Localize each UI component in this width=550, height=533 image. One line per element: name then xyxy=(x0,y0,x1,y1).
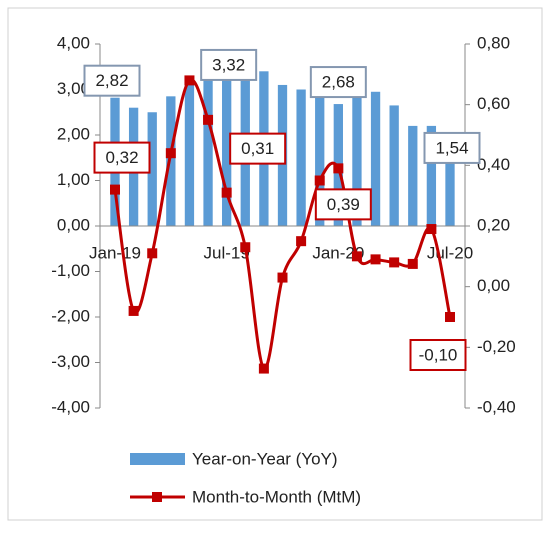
data-label-box xyxy=(229,132,287,165)
y2-tick-label: 0,40 xyxy=(477,155,510,174)
line-marker xyxy=(258,363,269,374)
legend-swatch xyxy=(152,492,162,502)
data-label-box xyxy=(83,64,141,97)
bar xyxy=(389,105,399,226)
y-tick-label: 0,00 xyxy=(57,215,90,234)
data-label-box xyxy=(409,339,467,371)
y-tick-label: -2,00 xyxy=(51,306,90,325)
data-label-box xyxy=(200,48,258,81)
data-label: 0,31 xyxy=(241,139,274,158)
line-marker xyxy=(333,163,344,174)
line-marker xyxy=(128,305,139,316)
data-label: 0,32 xyxy=(105,148,138,167)
bar xyxy=(184,80,195,227)
legend-label: Year-on-Year (YoY) xyxy=(192,449,338,468)
line-marker xyxy=(351,251,362,262)
line-marker xyxy=(203,114,214,125)
x-tick-label: Jan-20 xyxy=(312,243,364,262)
y2-tick-label: 0,80 xyxy=(477,33,510,52)
y-tick-label: 1,00 xyxy=(57,170,90,189)
y2-tick-label: -0,20 xyxy=(477,337,516,356)
data-label-box xyxy=(314,188,372,221)
y2-tick-label: 0,60 xyxy=(477,94,510,113)
bar xyxy=(315,94,325,226)
data-label-box xyxy=(423,131,481,164)
line-marker xyxy=(314,175,325,186)
y2-tick-label: -0,40 xyxy=(477,397,516,416)
line-marker xyxy=(165,148,176,159)
data-label: 0,39 xyxy=(327,195,360,214)
y-tick-label: 4,00 xyxy=(57,33,90,52)
line-marker xyxy=(296,236,307,247)
data-label: 1,54 xyxy=(435,138,468,157)
data-label-box xyxy=(93,141,151,174)
bar xyxy=(352,89,362,226)
bar xyxy=(370,91,381,227)
data-label-box xyxy=(309,66,367,99)
bar xyxy=(296,89,306,226)
legend-label: Month-to-Month (MtM) xyxy=(192,487,361,506)
x-tick-label: Jul-20 xyxy=(427,243,473,262)
bar xyxy=(147,112,157,226)
line-marker xyxy=(445,312,455,322)
data-label: 2,68 xyxy=(322,73,355,92)
line-marker xyxy=(110,184,120,195)
data-label: -0,10 xyxy=(419,345,458,364)
line-marker xyxy=(426,224,437,235)
y-tick-label: -1,00 xyxy=(51,261,90,280)
line-marker xyxy=(389,257,400,268)
data-label: 2,82 xyxy=(95,71,128,90)
bar xyxy=(426,125,437,226)
data-label: 3,32 xyxy=(212,55,245,74)
line-marker xyxy=(370,254,381,265)
x-tick-label: Jan-19 xyxy=(89,243,141,262)
line-marker xyxy=(147,248,158,259)
bar xyxy=(222,74,232,226)
y-tick-label: -3,00 xyxy=(51,352,90,371)
line-marker xyxy=(407,258,418,269)
line-marker xyxy=(277,272,288,283)
y-tick-label: 3,00 xyxy=(57,79,90,98)
line-marker xyxy=(240,242,251,253)
y-tick-label: -4,00 xyxy=(51,397,90,416)
bar xyxy=(408,125,418,226)
legend-swatch xyxy=(130,453,185,465)
y2-tick-label: 0,20 xyxy=(477,215,510,234)
line-marker xyxy=(221,187,232,198)
y-tick-label: 2,00 xyxy=(57,124,90,143)
x-tick-label: Jul-19 xyxy=(204,243,250,262)
line-marker xyxy=(184,75,195,86)
bar xyxy=(445,155,455,226)
bar xyxy=(203,75,213,226)
y2-tick-label: 0,00 xyxy=(477,276,510,295)
bar xyxy=(166,96,176,226)
